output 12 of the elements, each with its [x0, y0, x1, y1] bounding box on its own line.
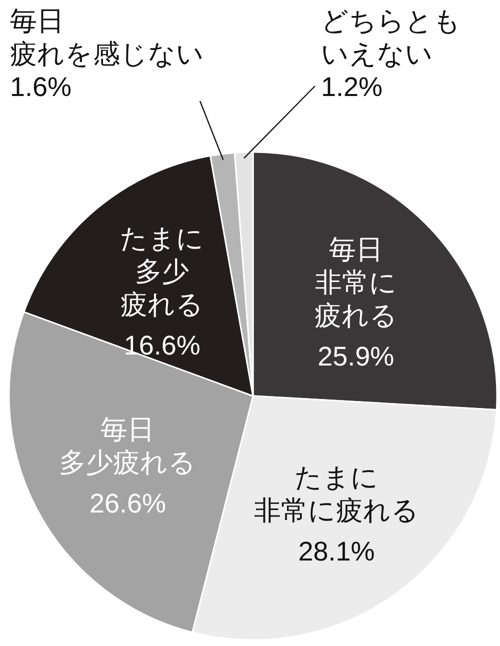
data-label: 16.6%	[124, 330, 200, 360]
slice-label: たまに非常に疲れる	[254, 462, 420, 526]
slice-label: 毎日非常に疲れる	[314, 234, 398, 331]
data-label: 28.1%	[298, 536, 375, 567]
data-label: 1.6%	[10, 72, 72, 102]
slice-label: どちらともいえない	[321, 6, 461, 69]
data-label: 26.6%	[89, 488, 166, 518]
slice-label: 毎日多少疲れる	[59, 414, 196, 478]
slice-label: 毎日疲れを感じない	[10, 6, 204, 69]
data-label: 25.9%	[318, 342, 394, 372]
data-label: 1.2%	[321, 72, 383, 102]
slice-label: たまに多少疲れる	[120, 223, 204, 320]
